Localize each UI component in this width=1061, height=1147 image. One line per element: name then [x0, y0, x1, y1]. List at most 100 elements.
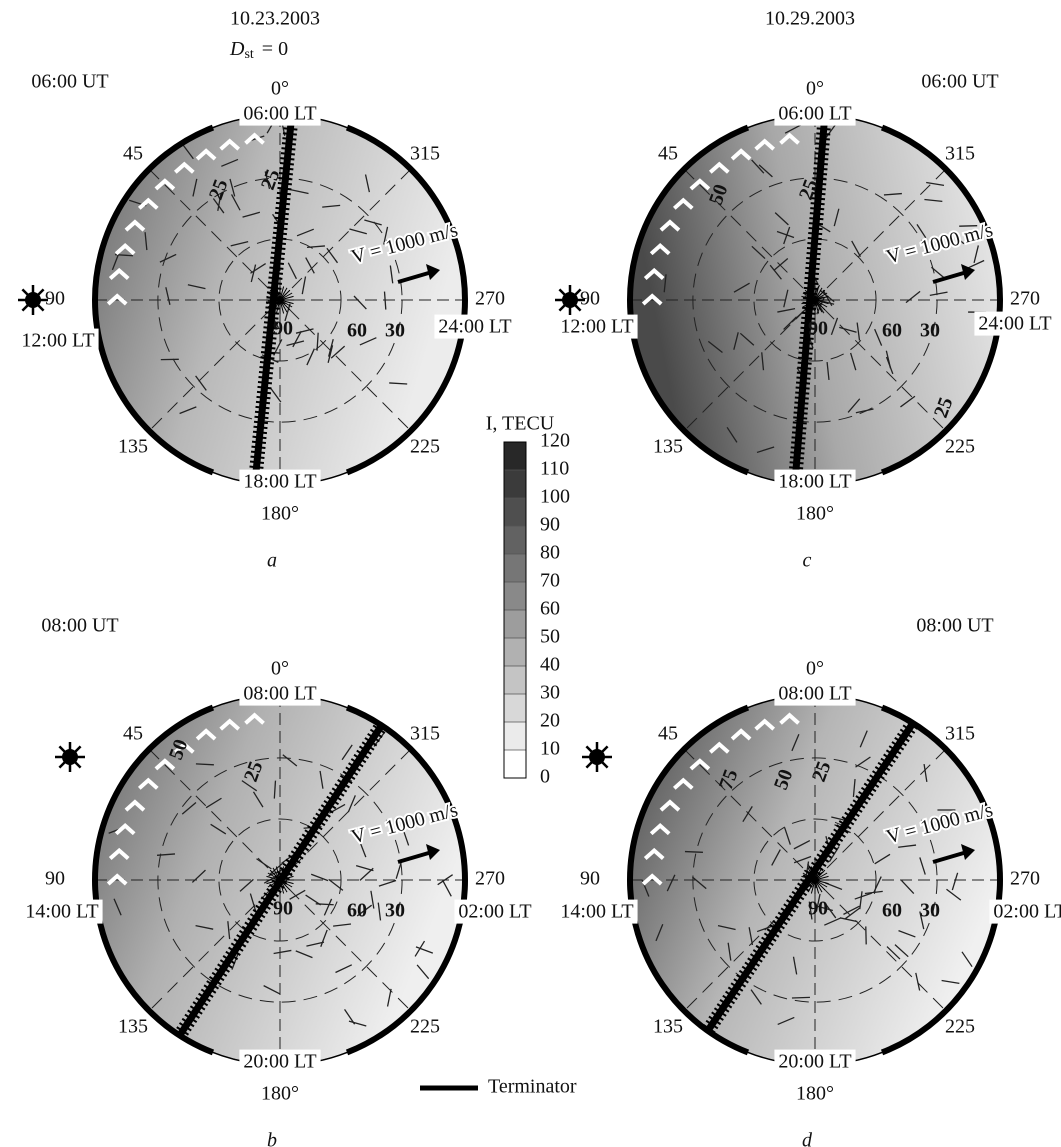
ut-label: 06:00 UT — [31, 71, 108, 93]
ring-label: 90 — [808, 318, 828, 340]
colorbar-band — [504, 610, 526, 638]
azimuth-label: 90 — [580, 868, 600, 890]
ring-label: 60 — [882, 900, 902, 922]
lt-label: 20:00 LT — [243, 1051, 316, 1073]
colorbar-band — [504, 498, 526, 526]
ring-label: 30 — [385, 900, 405, 922]
date: 10.29.2003 — [765, 8, 855, 30]
lt-label: 24:00 LT — [438, 316, 511, 338]
lt-label: 18:00 LT — [243, 471, 316, 493]
azimuth-label: 0° — [271, 658, 289, 680]
azimuth-label: 225 — [410, 1016, 440, 1038]
colorbar-band — [504, 470, 526, 498]
dst-subscript: st — [244, 47, 253, 62]
lt-label: 02:00 LT — [458, 901, 531, 923]
azimuth-label: 270 — [475, 288, 505, 310]
azimuth-label: 0° — [271, 78, 289, 100]
azimuth-label: 135 — [118, 436, 148, 458]
azimuth-label: 0° — [806, 78, 824, 100]
polar-panel: V = 1000 m/s90603050250°4590135180°22527… — [21, 615, 535, 1147]
ring-label: 90 — [808, 898, 828, 920]
panel-letter: b — [267, 1130, 277, 1147]
wind-tick — [685, 852, 703, 853]
azimuth-label: 315 — [410, 143, 440, 165]
colorbar-tick-label: 20 — [540, 710, 560, 732]
ring-label: 60 — [882, 320, 902, 342]
colorbar-tick-label: 70 — [540, 570, 560, 592]
ring-label: 30 — [920, 320, 940, 342]
ring-label: 90 — [273, 898, 293, 920]
ring-label: 60 — [347, 900, 367, 922]
azimuth-label: 90 — [580, 288, 600, 310]
azimuth-label: 45 — [658, 143, 678, 165]
lt-label: 14:00 LT — [25, 901, 98, 923]
lt-label: 20:00 LT — [778, 1051, 851, 1073]
azimuth-label: 180° — [261, 503, 299, 525]
colorbar-tick-label: 30 — [540, 682, 560, 704]
lt-label: 06:00 LT — [778, 103, 851, 125]
ut-label: 08:00 UT — [916, 615, 993, 637]
azimuth-label: 45 — [123, 723, 143, 745]
lt-label: 14:00 LT — [560, 901, 633, 923]
lt-label: 12:00 LT — [21, 330, 94, 352]
colorbar-tick-label: 50 — [540, 626, 560, 648]
ring-label: 30 — [920, 900, 940, 922]
dst-symbol: D — [229, 38, 245, 60]
azimuth-label: 0° — [806, 658, 824, 680]
azimuth-label: 45 — [658, 723, 678, 745]
lt-label: 06:00 LT — [243, 103, 316, 125]
polar-panel: V = 1000 m/s90603025250°4590135180°22527… — [17, 71, 515, 572]
panel-letter: c — [803, 550, 812, 572]
azimuth-label: 315 — [410, 723, 440, 745]
azimuth-label: 225 — [945, 436, 975, 458]
azimuth-label: 135 — [118, 1016, 148, 1038]
azimuth-label: 45 — [123, 143, 143, 165]
azimuth-label: 180° — [796, 1083, 834, 1105]
azimuth-label: 270 — [475, 868, 505, 890]
lt-label: 08:00 LT — [778, 683, 851, 705]
azimuth-label: 270 — [1010, 868, 1040, 890]
azimuth-label: 270 — [1010, 288, 1040, 310]
colorbar-band — [504, 638, 526, 666]
azimuth-label: 315 — [945, 723, 975, 745]
lt-label: 12:00 LT — [560, 316, 633, 338]
azimuth-label: 90 — [45, 288, 65, 310]
colorbar-tick-label: 10 — [540, 738, 560, 760]
polar-panel: V = 1000 m/s9060305025250°4590135180°225… — [555, 71, 1056, 572]
polar-panel: V = 1000 m/s9060307550250°4590135180°225… — [556, 615, 1061, 1147]
lt-label: 02:00 LT — [993, 901, 1061, 923]
ring-label: 90 — [273, 318, 293, 340]
ut-label: 06:00 UT — [921, 71, 998, 93]
colorbar-tick-label: 0 — [540, 766, 550, 788]
azimuth-label: 315 — [945, 143, 975, 165]
colorbar-band — [504, 750, 526, 778]
colorbar-tick-label: 100 — [540, 486, 570, 508]
colorbar-tick-label: 90 — [540, 514, 560, 536]
panel-letter: d — [802, 1130, 813, 1147]
ring-label: 60 — [347, 320, 367, 342]
colorbar-band — [504, 694, 526, 722]
colorbar-tick-label: 110 — [540, 458, 569, 480]
lt-label: 24:00 LT — [978, 313, 1051, 335]
dst-rest: = 0 — [262, 38, 288, 60]
colorbar-band — [504, 666, 526, 694]
azimuth-label: 135 — [653, 1016, 683, 1038]
azimuth-label: 225 — [945, 1016, 975, 1038]
colorbar-band — [504, 442, 526, 470]
azimuth-label: 225 — [410, 436, 440, 458]
ut-label: 08:00 UT — [41, 615, 118, 637]
azimuth-label: 135 — [653, 436, 683, 458]
lt-label: 18:00 LT — [778, 471, 851, 493]
dst-label: Dst = 0 — [229, 38, 288, 63]
figure: 10.23.2003 10.29.2003 Dst= 0 Terminator … — [0, 0, 1061, 1147]
ring-label: 30 — [385, 320, 405, 342]
colorbar-tick-label: 120 — [540, 430, 570, 452]
colorbar-band — [504, 526, 526, 554]
azimuth-label: 90 — [45, 868, 65, 890]
azimuth-label: 180° — [796, 503, 834, 525]
lt-label: 08:00 LT — [243, 683, 316, 705]
colorbar-band — [504, 554, 526, 582]
azimuth-label: 180° — [261, 1083, 299, 1105]
colorbar-tick-label: 80 — [540, 542, 560, 564]
colorbar-tick-label: 60 — [540, 598, 560, 620]
